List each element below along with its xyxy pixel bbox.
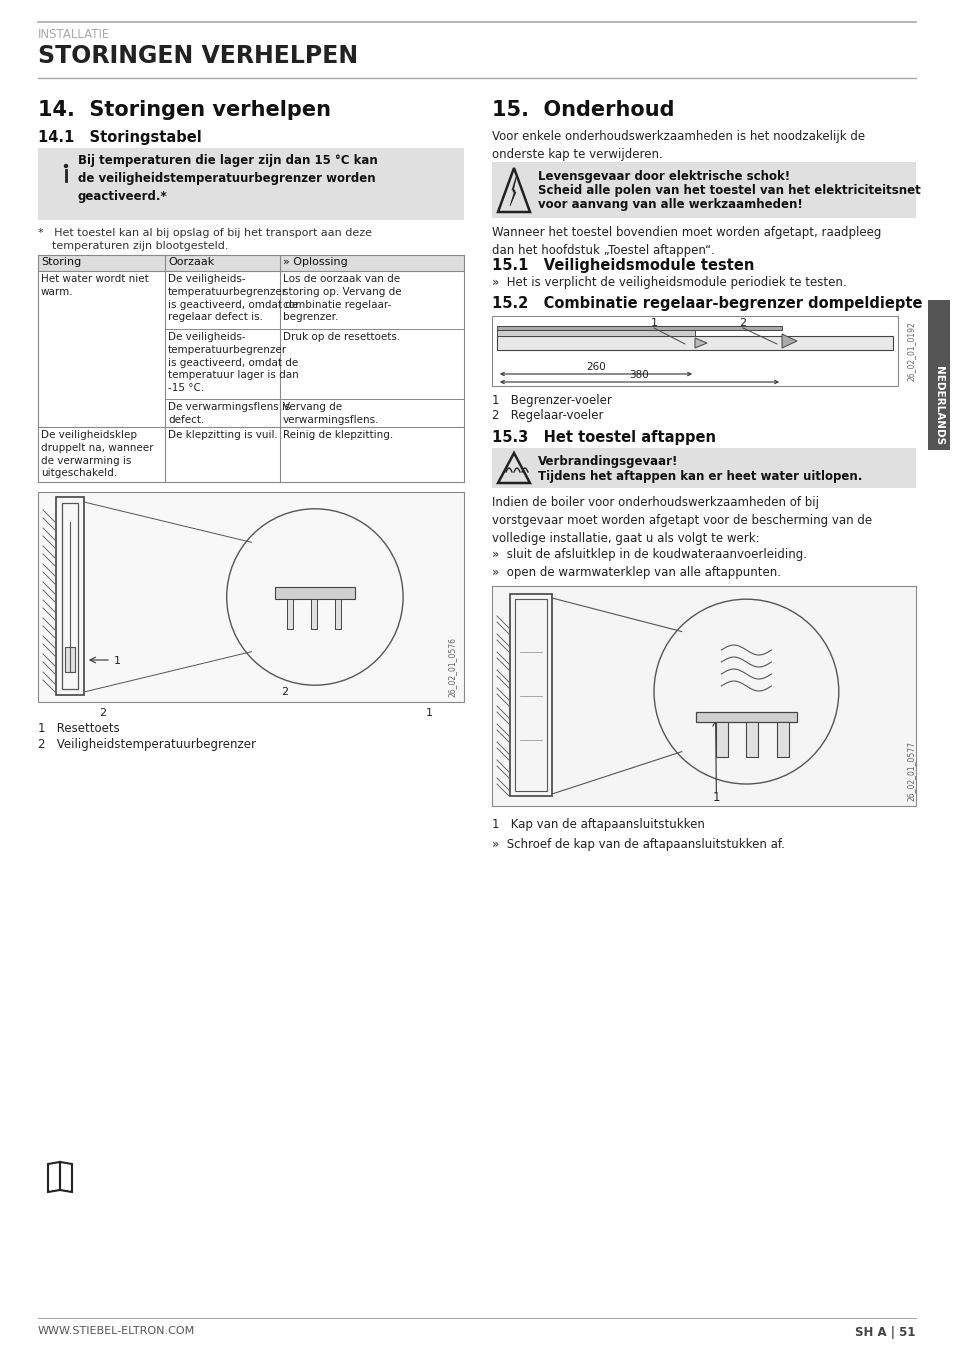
Text: De verwarmingsflens is
defect.: De verwarmingsflens is defect. xyxy=(168,402,291,425)
Bar xyxy=(287,599,293,629)
Text: Reinig de klepzitting.: Reinig de klepzitting. xyxy=(283,431,393,440)
Text: De veiligheids-
temperatuurbegrenzer
is geactiveerd, omdat de
temperatuur lager : De veiligheids- temperatuurbegrenzer is … xyxy=(168,332,298,393)
Text: 1: 1 xyxy=(650,319,657,328)
Text: 15.2   Combinatie regelaar-begrenzer dompeldiepte: 15.2 Combinatie regelaar-begrenzer dompe… xyxy=(492,296,922,310)
Bar xyxy=(492,448,915,487)
Bar xyxy=(515,599,546,791)
Text: Wanneer het toestel bovendien moet worden afgetapt, raadpleeg
dan het hoofdstuk : Wanneer het toestel bovendien moet worde… xyxy=(492,225,881,256)
Bar xyxy=(745,722,758,756)
Text: De veiligheidsklep
druppelt na, wanneer
de verwarming is
uitgeschakeld.: De veiligheidsklep druppelt na, wanneer … xyxy=(41,431,153,478)
Bar xyxy=(777,722,788,756)
Text: 380: 380 xyxy=(628,370,648,379)
Text: NEDERLANDS: NEDERLANDS xyxy=(933,366,943,446)
Bar xyxy=(65,647,75,672)
Text: Verbrandingsgevaar!: Verbrandingsgevaar! xyxy=(537,455,678,468)
Bar xyxy=(38,491,463,702)
Text: Druk op de resettoets.: Druk op de resettoets. xyxy=(283,332,400,342)
Bar xyxy=(497,336,892,350)
Text: »  Schroef de kap van de aftapaansluitstukken af.: » Schroef de kap van de aftapaansluitstu… xyxy=(492,838,784,850)
Text: De veiligheids-
temperatuurbegrenzer
is geactiveerd, omdat de
regelaar defect is: De veiligheids- temperatuurbegrenzer is … xyxy=(168,274,298,323)
Bar xyxy=(38,148,463,220)
Circle shape xyxy=(65,165,68,167)
Text: SH A | 51: SH A | 51 xyxy=(855,1326,915,1339)
Text: 2: 2 xyxy=(99,707,107,718)
Bar xyxy=(274,587,355,599)
Text: 1: 1 xyxy=(113,656,121,666)
Text: 1   Resettoets: 1 Resettoets xyxy=(38,722,120,734)
Text: *   Het toestel kan al bij opslag of bij het transport aan deze
    temperaturen: * Het toestel kan al bij opslag of bij h… xyxy=(38,228,372,251)
Text: 2: 2 xyxy=(281,687,288,697)
Bar xyxy=(311,599,316,629)
Text: Los de oorzaak van de
storing op. Vervang de
combinatie regelaar-
begrenzer.: Los de oorzaak van de storing op. Vervan… xyxy=(283,274,401,323)
Text: 1   Kap van de aftapaansluitstukken: 1 Kap van de aftapaansluitstukken xyxy=(492,818,704,832)
Text: Levensgevaar door elektrische schok!: Levensgevaar door elektrische schok! xyxy=(537,170,789,184)
Bar xyxy=(492,586,915,806)
Text: 2   Veiligheidstemperatuurbegrenzer: 2 Veiligheidstemperatuurbegrenzer xyxy=(38,738,255,751)
Text: Bij temperaturen die lager zijn dan 15 °C kan
de veiligheidstemperatuurbegrenzer: Bij temperaturen die lager zijn dan 15 °… xyxy=(78,154,377,202)
Bar xyxy=(510,594,552,796)
Text: Oorzaak: Oorzaak xyxy=(168,256,214,267)
Text: 1   Begrenzer-voeler: 1 Begrenzer-voeler xyxy=(492,394,611,406)
Text: WWW.STIEBEL-ELTRON.COM: WWW.STIEBEL-ELTRON.COM xyxy=(38,1326,195,1336)
Text: Het water wordt niet
warm.: Het water wordt niet warm. xyxy=(41,274,149,297)
Bar xyxy=(56,497,84,695)
Text: 2: 2 xyxy=(739,319,746,328)
Text: Tijdens het aftappen kan er heet water uitlopen.: Tijdens het aftappen kan er heet water u… xyxy=(537,470,862,483)
Text: Scheid alle polen van het toestel van het elektriciteitsnet: Scheid alle polen van het toestel van he… xyxy=(537,184,920,197)
Bar xyxy=(492,162,915,217)
Bar xyxy=(715,722,727,756)
Text: Storing: Storing xyxy=(41,256,81,267)
Text: Indien de boiler voor onderhoudswerkzaamheden of bij
vorstgevaar moet worden afg: Indien de boiler voor onderhoudswerkzaam… xyxy=(492,495,871,545)
Text: 26_02_01_0577: 26_02_01_0577 xyxy=(905,741,915,801)
Text: 260: 260 xyxy=(585,362,605,373)
Text: » Oplossing: » Oplossing xyxy=(283,256,348,267)
Text: Vervang de
verwarmingsflens.: Vervang de verwarmingsflens. xyxy=(283,402,379,425)
Bar xyxy=(497,325,781,329)
Text: STORINGEN VERHELPEN: STORINGEN VERHELPEN xyxy=(38,45,357,68)
Text: 15.1   Veiligheidsmodule testen: 15.1 Veiligheidsmodule testen xyxy=(492,258,754,273)
Text: 15.3   Het toestel aftappen: 15.3 Het toestel aftappen xyxy=(492,431,716,446)
Bar xyxy=(492,316,897,386)
Text: 14.1   Storingstabel: 14.1 Storingstabel xyxy=(38,130,201,144)
Polygon shape xyxy=(781,333,796,348)
Text: 26_02_01_0576: 26_02_01_0576 xyxy=(447,637,456,697)
Bar xyxy=(62,504,78,688)
Text: 26_02_01_0192: 26_02_01_0192 xyxy=(905,321,915,381)
Bar xyxy=(695,711,797,722)
Text: »  open de warmwaterklep van alle aftappunten.: » open de warmwaterklep van alle aftappu… xyxy=(492,566,781,579)
Bar xyxy=(335,599,340,629)
Text: Voor enkele onderhoudswerkzaamheden is het noodzakelijk de
onderste kap te verwi: Voor enkele onderhoudswerkzaamheden is h… xyxy=(492,130,864,161)
Text: voor aanvang van alle werkzaamheden!: voor aanvang van alle werkzaamheden! xyxy=(537,198,801,211)
Text: 1: 1 xyxy=(712,791,720,805)
Text: 15.  Onderhoud: 15. Onderhoud xyxy=(492,100,674,120)
Text: 14.  Storingen verhelpen: 14. Storingen verhelpen xyxy=(38,100,331,120)
Text: De klepzitting is vuil.: De klepzitting is vuil. xyxy=(168,431,277,440)
Bar xyxy=(38,255,463,271)
Text: »  sluit de afsluitklep in de koudwateraanvoerleiding.: » sluit de afsluitklep in de koudwateraa… xyxy=(492,548,806,562)
Bar xyxy=(927,300,949,450)
Polygon shape xyxy=(510,174,517,207)
Text: INSTALLATIE: INSTALLATIE xyxy=(38,28,111,40)
Text: 2   Regelaar-voeler: 2 Regelaar-voeler xyxy=(492,409,603,423)
Polygon shape xyxy=(695,338,706,348)
Text: 1: 1 xyxy=(425,707,432,718)
Text: »  Het is verplicht de veiligheidsmodule periodiek te testen.: » Het is verplicht de veiligheidsmodule … xyxy=(492,275,845,289)
Bar xyxy=(497,329,695,336)
